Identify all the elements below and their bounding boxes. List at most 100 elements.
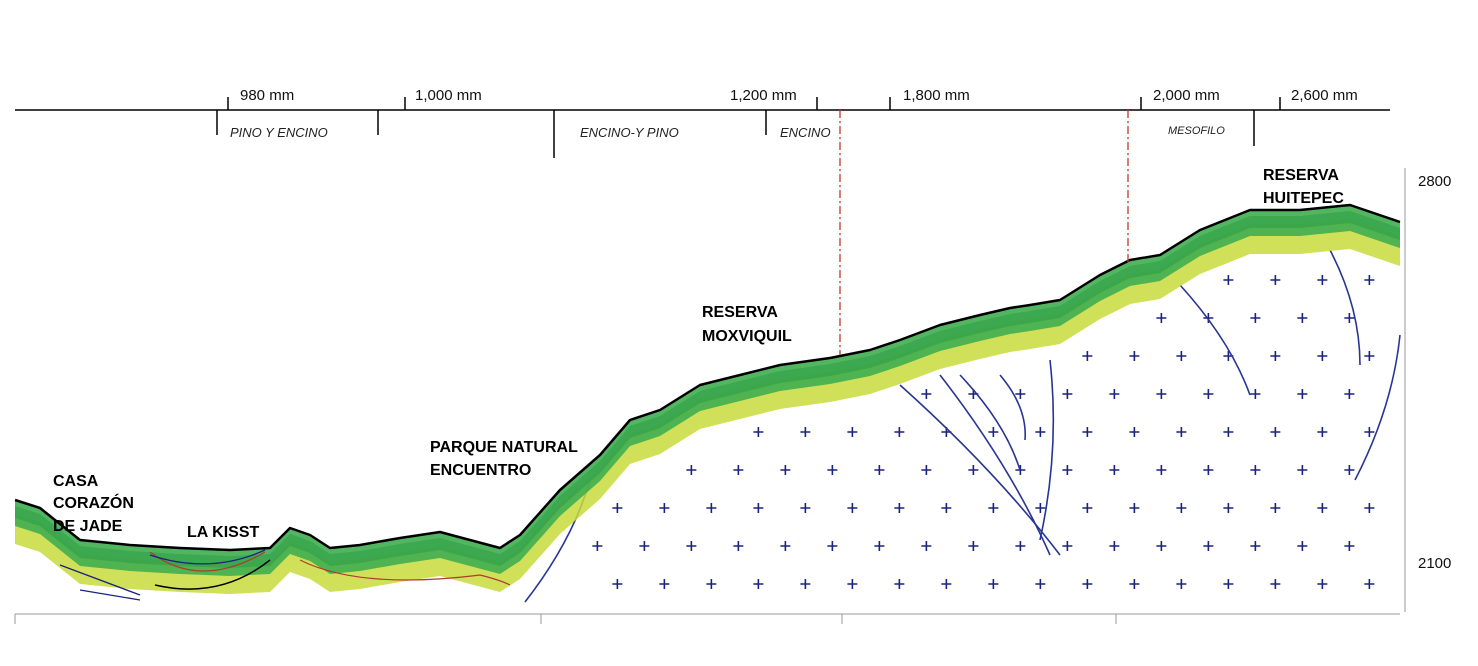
rock-symbol	[1015, 465, 1026, 475]
rock-symbol	[1223, 579, 1234, 589]
rock-symbol	[874, 465, 885, 475]
rock-symbol	[1203, 313, 1214, 323]
rock-symbol	[1082, 579, 1093, 589]
rock-symbol	[1203, 541, 1214, 551]
precipitation-label: 1,000 mm	[415, 87, 482, 104]
rock-symbol	[612, 579, 623, 589]
rock-symbol	[1203, 465, 1214, 475]
rock-symbol	[686, 465, 697, 475]
place-label: CASA	[53, 473, 99, 490]
rock-symbol	[1364, 351, 1375, 361]
rock-symbol	[1062, 541, 1073, 551]
rock-symbol	[1015, 389, 1026, 399]
rock-symbol	[753, 579, 764, 589]
rock-symbol	[1223, 427, 1234, 437]
rock-symbol	[1082, 351, 1093, 361]
rock-symbol	[1297, 541, 1308, 551]
rock-symbol	[1317, 503, 1328, 513]
rock-symbol	[1223, 275, 1234, 285]
fault-line	[1039, 359, 1055, 541]
precipitation-label: 980 mm	[240, 87, 294, 104]
rock-symbol	[1270, 427, 1281, 437]
rock-symbol	[1250, 389, 1261, 399]
precipitation-label: 1,800 mm	[903, 87, 970, 104]
rock-symbol	[827, 465, 838, 475]
rock-symbol	[753, 503, 764, 513]
rock-symbol	[1344, 541, 1355, 551]
rock-symbol	[612, 503, 623, 513]
fault-line	[999, 374, 1026, 441]
fault-line	[1329, 249, 1361, 366]
fault-line	[939, 374, 1051, 556]
rock-symbol	[800, 427, 811, 437]
rock-symbol	[800, 503, 811, 513]
rock-symbol	[780, 541, 791, 551]
place-label: ENCUENTRO	[430, 462, 531, 479]
rock-symbol	[733, 541, 744, 551]
rock-symbol	[1270, 351, 1281, 361]
vegetation-zone: PINO Y ENCINO	[230, 125, 328, 140]
rock-symbol	[1364, 427, 1375, 437]
rock-symbol	[1344, 465, 1355, 475]
rock-symbol	[1344, 313, 1355, 323]
rock-symbol	[1062, 465, 1073, 475]
rock-symbol	[1344, 389, 1355, 399]
rock-symbol	[659, 503, 670, 513]
rock-symbol	[1270, 503, 1281, 513]
rock-symbol	[1317, 579, 1328, 589]
rock-symbol	[1129, 503, 1140, 513]
fault-line	[899, 384, 1061, 556]
boundaries	[839, 110, 1129, 355]
place-label: MOXVIQUIL	[702, 328, 792, 345]
rock-symbol	[1297, 389, 1308, 399]
surface-line	[14, 203, 1401, 552]
rock-symbol	[1015, 541, 1026, 551]
rock-symbol	[941, 579, 952, 589]
rock-symbol	[1156, 465, 1167, 475]
vegetation-zone: MESOFILO	[1168, 125, 1225, 137]
rock-symbol	[800, 579, 811, 589]
rock-symbol	[894, 503, 905, 513]
rock-symbol	[988, 579, 999, 589]
terrain	[14, 203, 1401, 612]
rock-symbol	[733, 465, 744, 475]
forest-texture	[15, 211, 1400, 568]
rock-symbol	[1364, 579, 1375, 589]
precipitation-label: 2,000 mm	[1153, 87, 1220, 104]
rock-symbol	[894, 579, 905, 589]
rock-symbol	[1203, 389, 1214, 399]
rock-symbol	[921, 541, 932, 551]
rock-symbol	[753, 427, 764, 437]
rock-symbol	[1317, 351, 1328, 361]
rock-symbol	[1250, 313, 1261, 323]
rock-symbol	[1156, 313, 1167, 323]
rock-symbol	[1250, 465, 1261, 475]
vegetation-zone: ENCINO	[780, 125, 831, 140]
vegetation-zone: ENCINO-Y PINO	[580, 125, 679, 140]
place-label: LA KISST	[187, 524, 260, 541]
rock-symbol	[1297, 465, 1308, 475]
rock-symbol	[1082, 427, 1093, 437]
rock-symbol	[1176, 579, 1187, 589]
rock-symbol	[639, 541, 650, 551]
rock-symbol	[968, 465, 979, 475]
rock-symbol	[1129, 579, 1140, 589]
rock-symbol	[1317, 427, 1328, 437]
rock-symbol	[1062, 389, 1073, 399]
rock-symbol	[1250, 541, 1261, 551]
rock-symbol	[1176, 351, 1187, 361]
rock-symbol	[847, 579, 858, 589]
rock-symbol	[686, 541, 697, 551]
fault-line	[1354, 334, 1401, 481]
rock-symbol	[1270, 579, 1281, 589]
rock-symbol	[827, 541, 838, 551]
rock-symbol	[1035, 579, 1046, 589]
rock-symbol	[1317, 275, 1328, 285]
rock-symbol	[1035, 503, 1046, 513]
rock-symbol	[988, 427, 999, 437]
rock-symbol	[921, 389, 932, 399]
rock-symbol	[921, 465, 932, 475]
rock-symbol	[1082, 503, 1093, 513]
elevation-label: 2100	[1418, 555, 1451, 572]
fault-line	[959, 374, 1021, 471]
